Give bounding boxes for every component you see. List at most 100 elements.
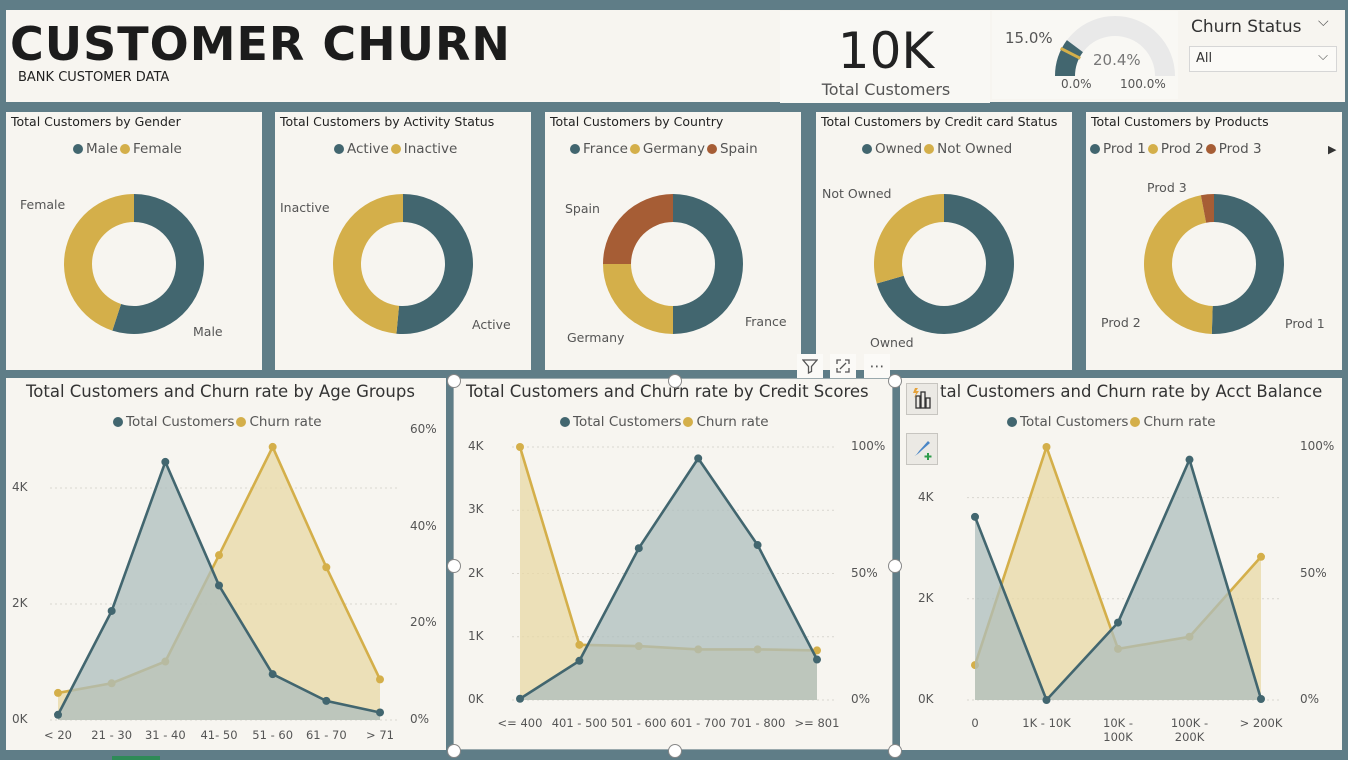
x-category-tick: 21 - 30 [91, 728, 133, 742]
donut-data-label: Prod 1 [1285, 316, 1325, 331]
gauge-max-label: 100.0% [1120, 77, 1166, 91]
legend-item[interactable]: Total Customers [1007, 414, 1128, 430]
legend-label: France [583, 141, 628, 157]
donut-data-label: France [745, 314, 787, 329]
legend-item[interactable]: Churn rate [236, 414, 322, 430]
build-visual-icon [913, 388, 931, 409]
legend-item[interactable]: Prod 3 [1205, 141, 1262, 157]
churn-status-dropdown[interactable]: All ⌵ [1189, 46, 1337, 72]
legend-marker-icon [73, 144, 83, 154]
donut-data-label: Inactive [280, 200, 330, 215]
balance-chart-panel[interactable] [900, 378, 1342, 750]
x-category-tick: 601 - 700 [670, 716, 726, 730]
legend-item[interactable]: Prod 1 [1090, 141, 1146, 157]
legend-item[interactable]: Female [119, 141, 182, 157]
y-right-tick: 100% [851, 439, 886, 453]
gauge-target-marker [1059, 46, 1081, 60]
legend-item[interactable]: Male [73, 141, 118, 157]
resize-handle[interactable] [888, 744, 902, 758]
y-left-tick: 2K [12, 596, 28, 610]
x-category-tick: 1K - 10K [1022, 716, 1071, 730]
more-options-icon[interactable]: ⋯ [864, 354, 890, 378]
churn-gauge [1055, 16, 1175, 77]
x-category-tick: 0 [971, 716, 979, 730]
donut-data-label: Female [20, 197, 66, 212]
legend-marker-icon [924, 144, 935, 154]
legend-item[interactable]: Owned [862, 141, 922, 157]
legend-marker-icon [113, 417, 123, 427]
legend-item[interactable]: France [570, 141, 628, 157]
donut-data-label: Male [193, 324, 223, 339]
chart-legend: Total Customers Churn rate [560, 414, 771, 430]
legend-item[interactable]: Not Owned [924, 141, 1012, 157]
legend-item[interactable]: Germany [629, 141, 705, 157]
donut-legend: Prod 1 Prod 2 Prod 3 [1090, 141, 1264, 157]
gauge-value-label: 20.4% [1093, 51, 1141, 69]
legend-label: Not Owned [937, 141, 1013, 157]
y-left-tick: 0K [12, 712, 28, 726]
donut-data-label: Owned [870, 335, 914, 350]
legend-next-icon[interactable]: ▶ [1328, 143, 1337, 156]
legend-marker-icon [570, 144, 580, 154]
credit-chart-panel[interactable] [453, 378, 893, 750]
donut-title: Total Customers by Products [1091, 114, 1269, 129]
x-category-tick: 31 - 40 [144, 728, 186, 742]
y-right-tick: 50% [1300, 565, 1327, 580]
legend-marker-icon [1147, 144, 1158, 154]
y-right-tick: 0% [410, 712, 430, 726]
legend-label: Active [347, 141, 389, 157]
donut-data-label: Active [472, 317, 511, 332]
y-left-tick: 2K [918, 590, 934, 605]
legend-item[interactable]: Active [334, 141, 389, 157]
chart-legend: Total Customers Churn rate [113, 414, 324, 430]
y-right-tick: 0% [851, 692, 871, 706]
legend-item[interactable]: Spain [706, 141, 758, 157]
focus-mode-icon[interactable] [830, 354, 856, 378]
resize-handle[interactable] [447, 559, 461, 573]
gauge-fill [1055, 40, 1084, 77]
x-category-tick: 701 - 800 [729, 716, 786, 730]
donut-data-label: Not Owned [822, 186, 892, 201]
donut-legend: Male Female [73, 141, 184, 157]
resize-handle[interactable] [447, 374, 461, 388]
y-left-tick: 4K [918, 489, 934, 504]
chevron-down-icon[interactable]: ⌵ [1318, 14, 1329, 30]
slicer-title: Churn Status [1191, 17, 1302, 37]
y-right-tick: 60% [410, 422, 437, 436]
x-category-tick: 501 - 600 [611, 716, 667, 730]
donut-data-label: Prod 2 [1101, 315, 1141, 330]
resize-handle[interactable] [447, 744, 461, 758]
build-visual-button[interactable] [906, 383, 938, 415]
x-category-tick: 401 - 500 [551, 716, 608, 730]
resize-handle[interactable] [668, 744, 682, 758]
legend-marker-icon [119, 144, 130, 154]
legend-marker-icon [1205, 144, 1216, 154]
legend-label: Prod 3 [1218, 141, 1262, 157]
legend-item[interactable]: Total Customers [560, 414, 681, 430]
resize-handle[interactable] [888, 374, 902, 388]
y-left-tick: 4K [12, 480, 28, 494]
chart-title: Total Customers and Churn rate by Age Gr… [26, 382, 415, 401]
resize-handle[interactable] [668, 374, 682, 388]
legend-item[interactable]: Churn rate [683, 414, 769, 430]
legend-item[interactable]: Churn rate [1130, 414, 1216, 430]
legend-label: Total Customers [573, 414, 682, 430]
legend-label: Churn rate [249, 414, 322, 430]
legend-marker-icon [1090, 144, 1100, 154]
donut-title: Total Customers by Gender [11, 114, 181, 129]
legend-item[interactable]: Total Customers [113, 414, 234, 430]
donut-legend: Active Inactive [334, 141, 459, 157]
legend-label: Total Customers [1020, 414, 1129, 430]
chart-title: Total Customers and Churn rate by Credit… [466, 382, 869, 401]
age-chart-panel[interactable] [6, 378, 446, 750]
format-visual-button[interactable] [906, 433, 938, 465]
resize-handle[interactable] [888, 559, 902, 573]
legend-marker-icon [390, 144, 401, 154]
filter-icon[interactable] [797, 354, 823, 378]
kpi-total-customers-label: Total Customers [821, 80, 951, 99]
page-title: CUSTOMER CHURN [10, 17, 511, 71]
donut-data-label: Spain [565, 201, 600, 216]
legend-marker-icon [560, 417, 570, 427]
legend-item[interactable]: Inactive [390, 141, 457, 157]
legend-item[interactable]: Prod 2 [1147, 141, 1204, 157]
